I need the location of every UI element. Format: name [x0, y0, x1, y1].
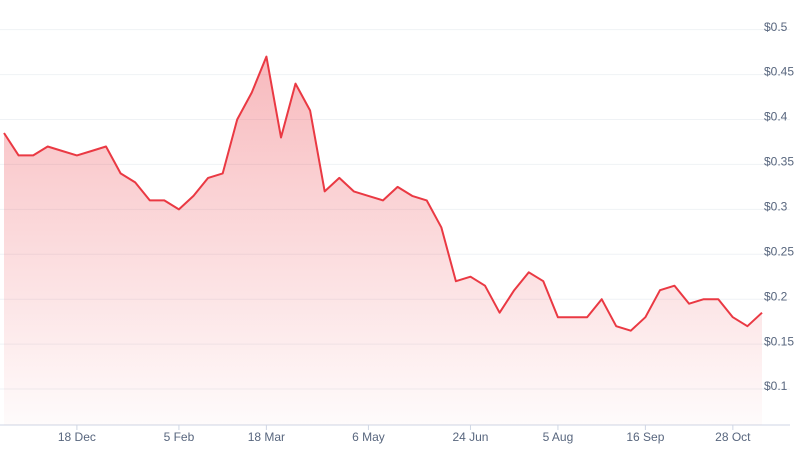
- area-fill: [4, 56, 762, 425]
- x-tick-label: 5 Feb: [164, 430, 195, 444]
- x-tick-label: 6 May: [352, 430, 385, 444]
- x-tick-label: 18 Dec: [58, 430, 96, 444]
- y-tick-label: $0.3: [764, 200, 788, 214]
- x-tick-label: 5 Aug: [543, 430, 574, 444]
- x-tick-label: 28 Oct: [715, 430, 751, 444]
- x-tick-label: 16 Sep: [626, 430, 664, 444]
- y-tick-label: $0.1: [764, 379, 788, 393]
- y-tick-label: $0.4: [764, 110, 788, 124]
- y-tick-label: $0.45: [764, 65, 794, 79]
- y-tick-label: $0.15: [764, 334, 794, 348]
- y-tick-label: $0.2: [764, 289, 788, 303]
- x-tick-label: 24 Jun: [452, 430, 488, 444]
- price-line: [3, 55, 763, 332]
- x-tick-label: 18 Mar: [248, 430, 285, 444]
- y-tick-label: $0.25: [764, 244, 794, 258]
- y-tick-label: $0.35: [764, 155, 794, 169]
- y-tick-label: $0.5: [764, 20, 788, 34]
